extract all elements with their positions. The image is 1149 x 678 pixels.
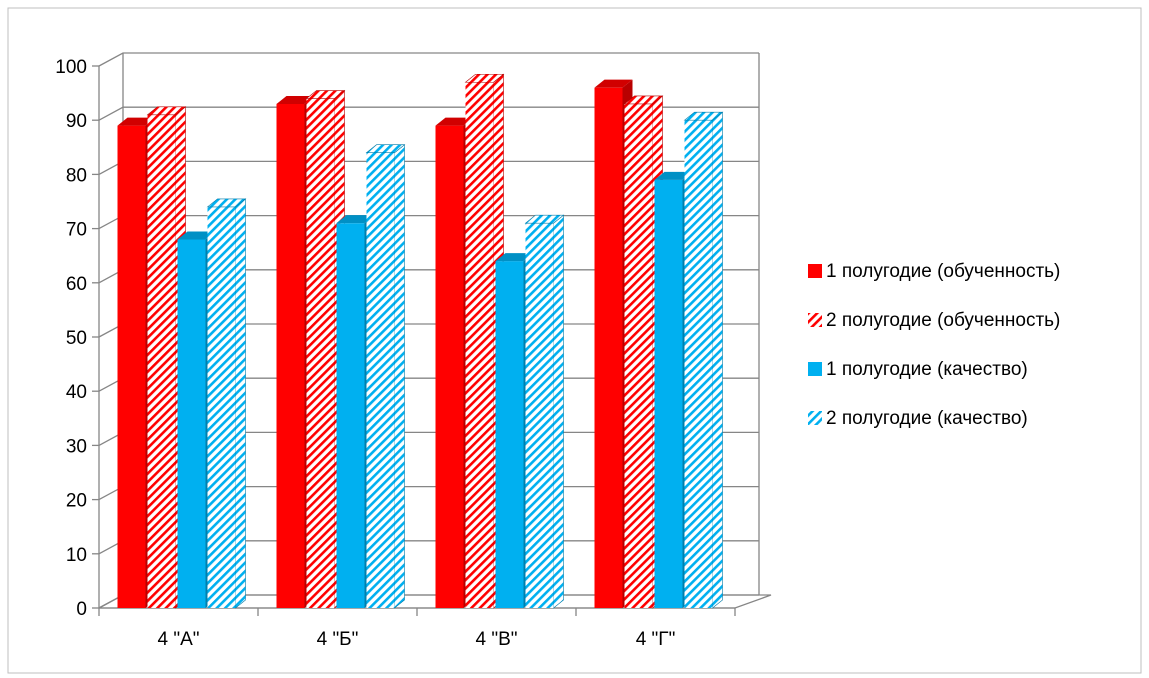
bar bbox=[683, 111, 724, 609]
legend-label: 1 полугодие (качество) bbox=[826, 359, 1028, 380]
legend: 1 полугодие (обученность) 2 полугодие (об… bbox=[808, 261, 1060, 429]
legend-item: 1 полугодие (качество) bbox=[808, 359, 1028, 380]
x-tick-label: 4 "Б" bbox=[317, 629, 359, 650]
y-tick-label: 10 bbox=[66, 545, 87, 566]
y-tick-label: 100 bbox=[55, 57, 87, 78]
y-tick-label: 40 bbox=[66, 382, 87, 403]
y-tick-label: 90 bbox=[66, 111, 87, 132]
y-tick-label: 80 bbox=[66, 165, 87, 186]
x-tick-label: 4 "Г" bbox=[636, 629, 676, 650]
legend-item: 2 полугодие (обученность) bbox=[808, 310, 1060, 331]
bar bbox=[206, 198, 247, 609]
bar bbox=[524, 214, 565, 609]
y-tick-label: 70 bbox=[66, 220, 87, 241]
y-tick-label: 20 bbox=[66, 491, 87, 512]
legend-label: 2 полугодие (обученность) bbox=[826, 310, 1060, 331]
legend-swatch bbox=[808, 313, 822, 327]
bars bbox=[117, 73, 724, 609]
legend-swatch bbox=[808, 362, 822, 376]
legend-item: 1 полугодие (обученность) bbox=[808, 261, 1060, 282]
legend-label: 2 полугодие (качество) bbox=[826, 408, 1028, 429]
y-tick-label: 50 bbox=[66, 328, 87, 349]
legend-swatch bbox=[808, 264, 822, 278]
legend-label: 1 полугодие (обученность) bbox=[826, 261, 1060, 282]
legend-item: 2 полугодие (качество) bbox=[808, 408, 1028, 429]
y-tick-label: 30 bbox=[66, 436, 87, 457]
axis-labels: 0 10 20 30 40 50 60 70 80 90 100 4 "А" 4 "Б" 4 "В" 4 "… bbox=[55, 57, 675, 650]
legend-swatch bbox=[808, 411, 822, 425]
x-tick-label: 4 "А" bbox=[157, 629, 199, 650]
bar bbox=[365, 144, 406, 609]
y-tick-label: 60 bbox=[66, 274, 87, 295]
y-tick-label: 0 bbox=[76, 599, 87, 620]
x-tick-label: 4 "В" bbox=[475, 629, 517, 650]
